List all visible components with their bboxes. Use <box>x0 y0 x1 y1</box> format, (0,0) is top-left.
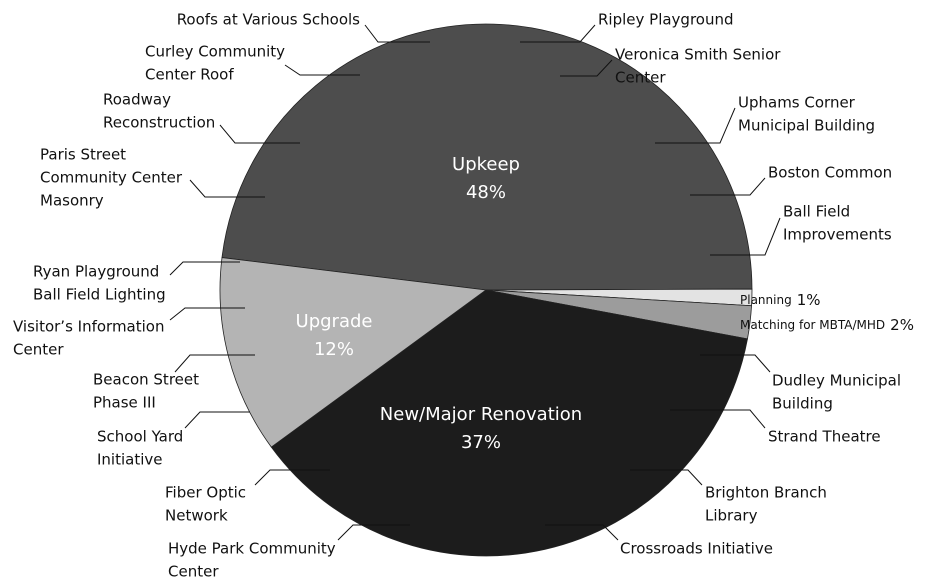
pie-slice <box>270 289 748 557</box>
annotation: Center <box>13 341 64 359</box>
annotation: Crossroads Initiative <box>620 540 773 558</box>
annotation: Building <box>772 395 833 413</box>
annotation: Roadway <box>103 91 171 109</box>
leader-line <box>169 307 245 321</box>
annotation: Phase III <box>93 394 156 412</box>
slice-label: Upkeep <box>452 154 520 175</box>
annotation: Improvements <box>783 226 892 244</box>
leader-line <box>364 24 430 43</box>
annotation: Hyde Park Community <box>168 540 336 558</box>
annotation: Center Roof <box>145 66 234 84</box>
annotation: Municipal Building <box>738 117 875 135</box>
pie-slice <box>219 257 488 448</box>
annotation: Brighton Branch <box>705 484 827 502</box>
leader-line <box>630 469 703 486</box>
leader-line <box>189 179 265 198</box>
annotation: Veronica Smith Senior <box>615 46 781 64</box>
leader-line <box>670 409 766 429</box>
annotation: Center <box>168 563 219 577</box>
annotation: Fiber Optic <box>165 484 246 502</box>
slice-value: 48% <box>466 182 506 203</box>
leader-line <box>254 469 330 486</box>
slice-label: Matching for MBTA/MHD 2% <box>740 316 914 334</box>
leader-line <box>169 261 240 276</box>
leader-line <box>520 24 596 43</box>
slice-value: 2% <box>890 316 914 334</box>
annotation: Beacon Street <box>93 371 199 389</box>
annotation: Dudley Municipal <box>772 372 901 390</box>
annotation: Ball Field Lighting <box>33 286 166 304</box>
leader-line <box>337 524 410 541</box>
leader-line <box>184 411 250 429</box>
leader-line <box>560 59 613 77</box>
leader-line <box>174 354 255 373</box>
annotation: School Yard <box>97 428 183 446</box>
leader-line <box>690 177 766 196</box>
annotation: Library <box>705 507 758 525</box>
annotation: Strand Theatre <box>768 428 881 446</box>
leader-line <box>700 354 771 373</box>
slice-name: Matching for MBTA/MHD <box>740 318 885 332</box>
annotation: Network <box>165 507 228 525</box>
leader-line <box>710 217 781 256</box>
annotation: Reconstruction <box>103 114 215 132</box>
annotation: Community Center <box>40 169 183 187</box>
pie-slice <box>221 23 753 291</box>
leader-line <box>545 524 619 541</box>
leader-line <box>284 64 360 76</box>
slice-name: Planning <box>740 293 792 307</box>
annotation: Masonry <box>40 192 104 210</box>
annotation: Ripley Playground <box>598 11 734 29</box>
slice-label: Planning 1% <box>740 291 821 309</box>
slice-value: 37% <box>461 432 501 453</box>
annotation: Paris Street <box>40 146 126 164</box>
annotation: Ball Field <box>783 203 850 221</box>
annotation: Boston Common <box>768 164 892 182</box>
slice-value: 1% <box>797 291 821 309</box>
annotation: Initiative <box>97 451 163 469</box>
leader-line <box>219 124 300 144</box>
slice-label: Upgrade <box>296 311 373 332</box>
annotation: Center <box>615 69 666 87</box>
annotation: Visitor’s Information <box>13 318 165 336</box>
leader-line <box>655 107 736 144</box>
annotation: Uphams Corner <box>738 94 856 112</box>
slice-label: New/Major Renovation <box>380 404 582 425</box>
annotation: Curley Community <box>145 43 285 61</box>
annotation: Roofs at Various Schools <box>177 11 360 29</box>
annotation: Ryan Playground <box>33 263 159 281</box>
slice-value: 12% <box>314 339 354 360</box>
